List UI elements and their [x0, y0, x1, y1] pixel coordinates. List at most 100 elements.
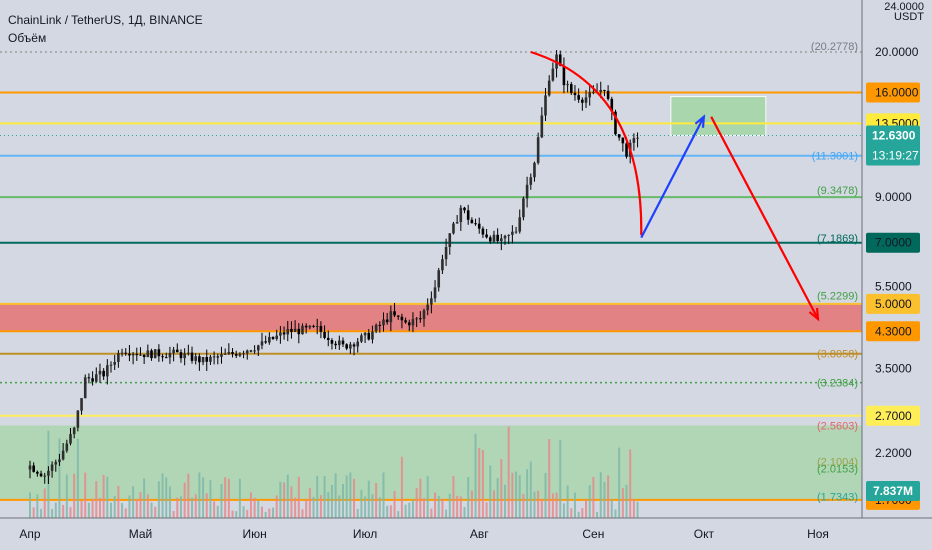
volume-bar	[570, 508, 573, 518]
candle-body	[459, 207, 463, 223]
current-price-label: 12.6300	[872, 129, 916, 143]
volume-bar	[345, 475, 348, 518]
volume-bar	[51, 508, 54, 518]
candle-body	[94, 374, 98, 382]
volume-bar	[32, 507, 35, 518]
volume-indicator-label[interactable]: Объём	[8, 31, 47, 45]
volume-bar	[36, 494, 39, 518]
candle-body	[212, 356, 216, 358]
volume-bar	[456, 495, 459, 518]
candle-body	[411, 319, 415, 326]
candle-body	[275, 335, 279, 339]
candle-body	[209, 356, 212, 362]
candle-body	[113, 361, 116, 365]
candle-body	[378, 324, 382, 326]
volume-bar	[220, 484, 223, 518]
time-axis[interactable]	[0, 519, 932, 550]
volume-bar	[29, 492, 31, 518]
level-tag-6[interactable]	[866, 293, 920, 314]
level-tag-7[interactable]	[866, 321, 920, 342]
candle-body	[522, 198, 525, 218]
volume-bar	[364, 496, 367, 518]
candle-body	[175, 349, 179, 353]
volume-bar	[434, 492, 437, 518]
candle-body	[164, 357, 168, 359]
candle-body	[371, 331, 374, 340]
volume-tag[interactable]	[866, 481, 920, 501]
candle-body	[614, 111, 617, 135]
volume-bar	[95, 481, 98, 518]
y-tick-2: 5.5000	[875, 280, 912, 294]
volume-bar	[356, 508, 359, 518]
volume-bar	[242, 506, 245, 518]
candle-body	[514, 231, 518, 233]
volume-bar	[375, 483, 378, 518]
volume-bar	[154, 506, 157, 518]
x-tick-5: Сен	[582, 527, 604, 541]
volume-bar	[202, 477, 205, 518]
candle-body	[352, 344, 356, 347]
volume-bar	[596, 511, 599, 518]
volume-bar	[485, 502, 488, 518]
level-tag-5[interactable]	[866, 232, 920, 253]
volume-bar	[179, 496, 182, 518]
candle-body	[558, 54, 562, 66]
volume-bar	[415, 488, 418, 518]
candle-body	[190, 352, 194, 361]
axis-note-6: (3.2384)	[817, 378, 858, 390]
volume-bar	[132, 486, 135, 518]
axis-note-4: (5.2299)	[817, 291, 858, 303]
candle-body	[573, 92, 577, 96]
axis-note-9: (2.0153)	[817, 464, 858, 476]
candle-body	[374, 324, 378, 332]
forecast-down-arc[interactable]	[530, 50, 643, 236]
candle-body	[194, 356, 198, 361]
candle-body	[367, 332, 371, 340]
volume-bar	[110, 502, 113, 518]
candle-body	[264, 341, 267, 343]
forecast-down-arrow[interactable]	[710, 116, 819, 320]
volume-bar	[341, 483, 344, 518]
level-tag-1[interactable]	[866, 82, 920, 103]
volume-zone[interactable]	[0, 425, 862, 500]
candle-body	[183, 353, 186, 359]
candle-body	[341, 340, 345, 345]
candle-body	[36, 471, 39, 474]
volume-bar	[474, 433, 477, 518]
candle-body	[562, 65, 566, 86]
volume-bar	[279, 481, 282, 518]
volume-bar	[504, 484, 507, 518]
volume-bar	[146, 494, 149, 518]
candle-body	[238, 353, 242, 356]
volume-bar	[389, 505, 392, 518]
level-tag-10[interactable]	[866, 405, 920, 426]
volume-bar	[128, 495, 131, 518]
volume-bar	[235, 511, 238, 518]
level-tag-label-1: 16.0000	[875, 86, 919, 100]
candle-body	[139, 354, 142, 356]
candle-body	[142, 354, 146, 358]
candle-body	[363, 332, 367, 336]
candle-body	[448, 233, 452, 247]
volume-bar	[625, 484, 628, 518]
volume-bar	[400, 456, 403, 518]
candle-body	[518, 217, 522, 232]
candle-body	[441, 259, 444, 271]
price-axis[interactable]	[862, 0, 932, 550]
volume-bar	[260, 506, 263, 518]
current-price-tag[interactable]	[866, 125, 920, 166]
candle-body	[205, 356, 209, 362]
volume-bar	[548, 439, 551, 518]
volume-bar	[445, 509, 448, 518]
axis-note-10: (1.7343)	[817, 492, 858, 504]
candle-body	[87, 377, 91, 379]
candle-body	[617, 134, 621, 138]
candle-body	[98, 370, 102, 375]
volume-bar	[393, 490, 396, 518]
candle-body	[419, 318, 422, 320]
candle-body	[507, 234, 510, 236]
volume-bar	[551, 493, 554, 518]
forecast-up-arrow[interactable]	[640, 116, 705, 239]
